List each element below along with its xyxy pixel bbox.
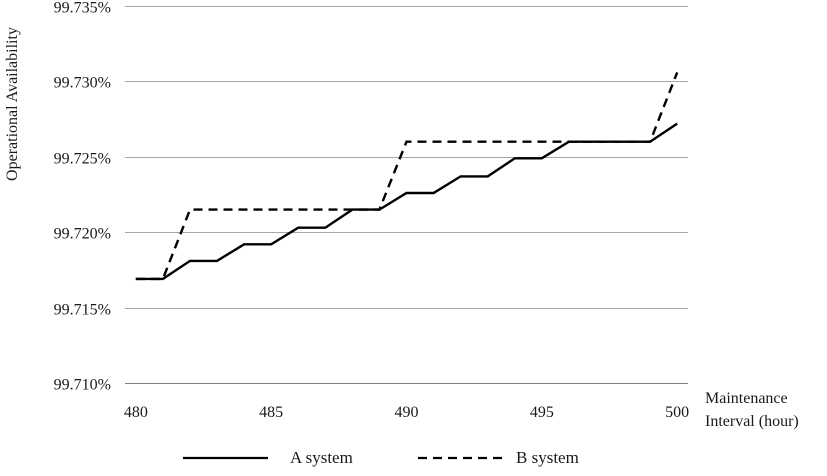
x-tick-label: 495 [530, 404, 554, 421]
series-line-solid [135, 122, 678, 281]
x-tick-label: 480 [124, 404, 148, 421]
y-axis-tick-labels: 99.710% 99.715% 99.720% 99.725% 99.730% 99.73… [54, 0, 111, 394]
grid-lines [125, 6, 688, 384]
y-tick-label: 99.720% [54, 226, 111, 243]
y-tick-label: 99.715% [54, 302, 111, 319]
x-tick-label: 490 [395, 404, 419, 421]
y-tick-label: 99.710% [54, 377, 111, 394]
x-axis-title-line-2: Interval (hour) [705, 413, 799, 430]
y-axis-title: Operational Availability [4, 27, 21, 181]
y-tick-label: 99.730% [54, 75, 111, 92]
legend-label: A system [290, 448, 353, 467]
y-tick-label: 99.725% [54, 151, 111, 168]
x-axis-title-line-1: Maintenance [705, 390, 788, 407]
x-tick-label: 485 [259, 404, 283, 421]
legend: A system B system [183, 448, 579, 467]
legend-label: B system [516, 448, 579, 467]
y-tick-label: 99.735% [54, 0, 111, 17]
series-lines [135, 71, 679, 281]
x-axis-tick-labels: 480 485 490 495 500 [124, 404, 689, 421]
series-line-dashed [135, 71, 679, 281]
x-tick-label: 500 [665, 404, 689, 421]
